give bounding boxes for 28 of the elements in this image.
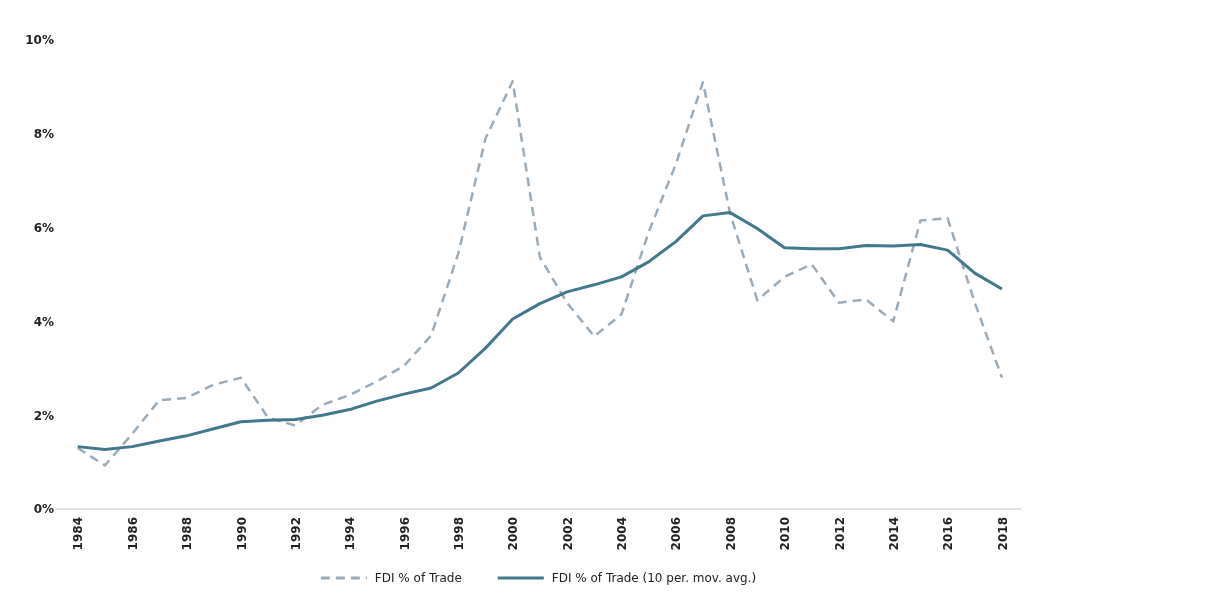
x-tick-label: 1992 [288,517,303,551]
x-tick-label: 2002 [560,517,575,551]
y-tick-label: 6% [33,220,54,235]
line-series [76,211,1004,451]
x-tick-label: 2008 [723,517,738,551]
x-tick-label: 1990 [234,517,249,551]
x-tick-label: 1988 [180,517,195,551]
x-tick-label: 2016 [941,517,956,551]
y-tick-label: 8% [33,127,54,142]
line-series [76,80,1004,467]
y-tick-label: 10% [25,33,54,48]
y-tick-label: 2% [33,408,54,423]
x-tick-label: 2018 [995,517,1010,551]
legend-label: FDI % of Trade (10 per. mov. avg.) [551,571,757,586]
y-tick-label: 0% [33,502,54,517]
x-tick-label: 1994 [343,517,358,551]
y-tick-label: 4% [33,314,54,329]
legend-label: FDI % of Trade [374,571,462,586]
x-tick-label: 2014 [886,517,901,551]
x-tick-label: 2012 [832,517,847,551]
x-tick-label: 1996 [397,517,412,551]
x-tick-label: 2004 [615,517,630,551]
x-tick-label: 1984 [71,517,86,551]
x-tick-label: 1986 [125,517,140,551]
x-tick-label: 1998 [452,517,467,551]
x-tick-label: 2000 [506,517,521,551]
x-tick-label: 2006 [669,517,684,551]
x-tick-label: 2010 [778,517,793,551]
